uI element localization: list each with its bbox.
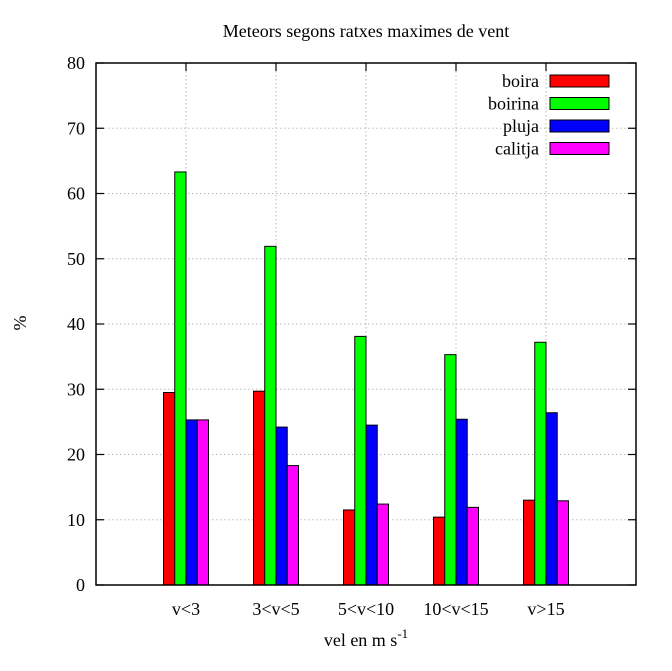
legend-label: pluja	[503, 116, 539, 136]
y-axis: 0 10 20 30 40 50 60 70 80	[67, 53, 636, 595]
x-axis-label: vel en m s-1	[324, 626, 408, 650]
bar-boirina	[444, 354, 457, 586]
bar-calitja	[196, 419, 209, 586]
y-tick-label: 50	[67, 249, 85, 269]
bar-boira	[343, 509, 356, 586]
y-axis-label: %	[10, 316, 30, 331]
bar-pluja	[275, 426, 288, 586]
bar-calitja	[556, 500, 569, 586]
y-tick-label: 60	[67, 184, 85, 204]
bar-pluja	[365, 424, 378, 586]
bar-calitja	[466, 506, 479, 586]
x-axis-label-text: vel en m s	[324, 630, 398, 650]
bar-boirina	[354, 335, 367, 586]
bar-pluja	[455, 418, 468, 586]
bar-boira	[253, 390, 266, 586]
legend-label: boirina	[488, 94, 539, 114]
legend-label: calitja	[495, 139, 539, 159]
bar-boira	[433, 516, 446, 586]
legend-swatch	[549, 142, 610, 155]
y-tick-label: 20	[67, 445, 85, 465]
bar-boirina	[174, 171, 187, 586]
x-tick-label: v>15	[527, 599, 564, 619]
bar-pluja	[185, 419, 198, 586]
y-tick-label: 70	[67, 118, 85, 138]
y-tick-label: 30	[67, 379, 85, 399]
bars	[163, 171, 569, 586]
x-axis-label-exponent: -1	[397, 626, 408, 641]
legend-swatch	[549, 119, 610, 133]
bar-calitja	[376, 503, 389, 586]
legend-label: boira	[502, 71, 539, 91]
y-tick-label: 10	[67, 510, 85, 530]
bar-calitja	[286, 465, 299, 586]
legend-swatch	[549, 97, 610, 110]
x-tick-label: 10<v<15	[423, 599, 488, 619]
x-axis: v<3 3<v<5 5<v<10 10<v<15 v>15	[172, 63, 565, 619]
legend-swatch	[549, 74, 610, 88]
x-tick-label: 3<v<5	[252, 599, 299, 619]
y-tick-label: 80	[67, 53, 85, 73]
y-tick-label: 40	[67, 314, 85, 334]
bar-boirina	[534, 341, 547, 586]
bar-boira	[163, 392, 176, 586]
x-tick-label: v<3	[172, 599, 200, 619]
chart-title: Meteors segons ratxes maximes de vent	[223, 21, 509, 41]
bar-boirina	[264, 245, 277, 586]
bar-boira	[523, 499, 536, 586]
y-tick-label: 0	[76, 575, 85, 595]
x-tick-label: 5<v<10	[338, 599, 394, 619]
bar-pluja	[545, 412, 558, 586]
